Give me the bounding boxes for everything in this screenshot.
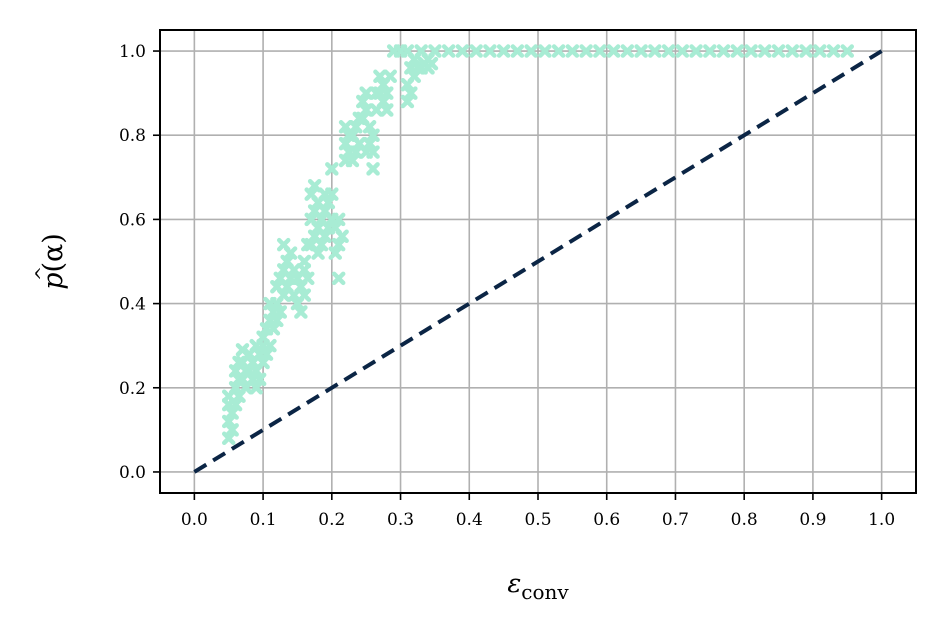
scatter-point [307, 178, 322, 193]
scatter-point [744, 44, 758, 58]
x-axis-ticks: 0.0 0.1 0.2 0.3 0.4 0.5 0.6 0.7 0.8 0.9 1.0 [181, 493, 895, 530]
scatter-point [273, 305, 288, 319]
scatter-point [703, 44, 717, 58]
scatter-point [428, 44, 442, 58]
scatter-point [359, 103, 373, 117]
scatter-point [551, 44, 566, 58]
scatter-point [252, 372, 267, 387]
scatter-point [331, 271, 346, 286]
x-tick-label: 0.5 [524, 510, 551, 530]
scatter-point [301, 271, 315, 286]
scatter-point [675, 44, 690, 58]
scatter-point [366, 162, 380, 176]
scatter-point [263, 338, 277, 353]
scatter-point [366, 128, 380, 142]
scatter-point [297, 288, 312, 302]
scatter-point [771, 44, 786, 58]
x-tick-label: 0.4 [456, 510, 483, 530]
scatter-point [225, 423, 239, 437]
x-tick-label: 0.9 [799, 510, 826, 530]
reference-diagonal-line [193, 49, 883, 474]
scatter-point [335, 229, 349, 243]
scatter-point [294, 305, 308, 319]
scatter-point [404, 86, 418, 100]
scatter-point [325, 187, 339, 201]
scatter-point [593, 44, 607, 58]
y-tick-label: 0.2 [119, 379, 146, 399]
scatter-point [524, 44, 538, 58]
scatter-point [648, 44, 662, 58]
scatter-series [221, 44, 855, 446]
y-tick-label: 0.6 [119, 210, 146, 230]
scatter-point [496, 44, 511, 58]
scatter-point [469, 44, 483, 58]
reference-line [193, 49, 883, 474]
scatter-point [689, 44, 703, 58]
x-axis-label: εconv [507, 569, 569, 604]
x-tick-label: 0.2 [318, 510, 345, 530]
scatter-point [606, 44, 621, 58]
scatter-point [331, 212, 346, 227]
scatter-point [799, 44, 813, 58]
scatter-point [661, 44, 676, 58]
scatter-point [297, 254, 312, 269]
y-axis-ticks: 0.0 0.2 0.4 0.6 0.8 1.0 [119, 42, 160, 483]
y-tick-label: 0.4 [119, 295, 146, 315]
svg-text:p(α): p(α) [38, 233, 69, 290]
x-tick-label: 1.0 [868, 510, 895, 530]
x-tick-label: 0.8 [731, 510, 758, 530]
scatter-point [366, 145, 380, 159]
scatter-point [383, 69, 397, 84]
scatter-point [565, 44, 580, 58]
y-tick-label: 0.8 [119, 126, 146, 146]
scatter-point [730, 44, 745, 58]
scatter-point [283, 246, 298, 260]
y-tick-label: 1.0 [119, 42, 146, 62]
scatter-point [840, 44, 855, 58]
scatter-point [620, 44, 635, 58]
x-tick-label: 0.0 [181, 510, 208, 530]
x-tick-label: 0.6 [593, 510, 620, 530]
scatter-point [455, 44, 470, 58]
x-tick-label: 0.7 [662, 510, 689, 530]
scatter-point [826, 44, 841, 58]
x-tick-label: 0.3 [387, 510, 414, 530]
scatter-point [579, 44, 593, 58]
scatter-point [483, 44, 497, 58]
scatter-point [380, 86, 394, 100]
scatter-point [785, 44, 800, 58]
scatter-point [510, 44, 525, 58]
scatter-point [758, 44, 772, 58]
scatter-point [359, 86, 373, 100]
scatter-point [813, 44, 827, 58]
scatter-point [538, 44, 552, 58]
y-tick-label: 0.0 [119, 463, 146, 483]
svg-text:^: ^ [32, 266, 53, 281]
y-axis-label: p(α) ^ [32, 233, 69, 290]
scatter-point [325, 162, 339, 176]
scatter-point [380, 103, 394, 117]
x-tick-label: 0.1 [250, 510, 277, 530]
scatter-point [424, 56, 439, 71]
scatter-point [716, 44, 731, 58]
scatter-point [441, 44, 456, 58]
scatter-point [634, 44, 648, 58]
